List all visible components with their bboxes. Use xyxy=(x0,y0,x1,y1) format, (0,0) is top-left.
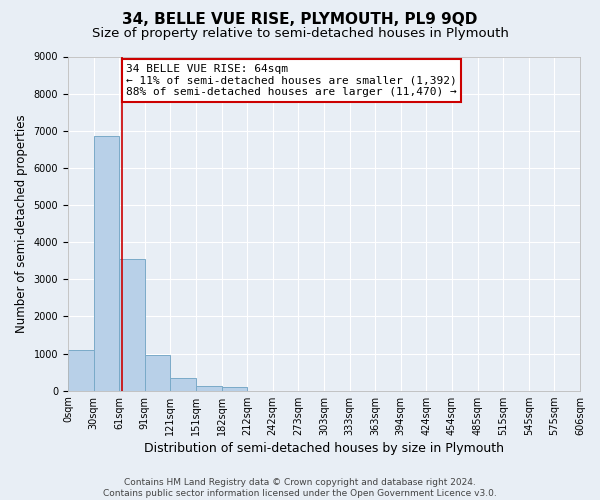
Y-axis label: Number of semi-detached properties: Number of semi-detached properties xyxy=(15,114,28,333)
Bar xyxy=(221,387,247,390)
Bar xyxy=(68,350,94,391)
Text: Size of property relative to semi-detached houses in Plymouth: Size of property relative to semi-detach… xyxy=(92,28,508,40)
Bar xyxy=(94,136,119,390)
Bar xyxy=(196,386,221,390)
Bar xyxy=(145,354,170,390)
X-axis label: Distribution of semi-detached houses by size in Plymouth: Distribution of semi-detached houses by … xyxy=(144,442,504,455)
Bar xyxy=(170,378,196,390)
Text: 34 BELLE VUE RISE: 64sqm
← 11% of semi-detached houses are smaller (1,392)
88% o: 34 BELLE VUE RISE: 64sqm ← 11% of semi-d… xyxy=(126,64,457,97)
Text: 34, BELLE VUE RISE, PLYMOUTH, PL9 9QD: 34, BELLE VUE RISE, PLYMOUTH, PL9 9QD xyxy=(122,12,478,28)
Text: Contains HM Land Registry data © Crown copyright and database right 2024.
Contai: Contains HM Land Registry data © Crown c… xyxy=(103,478,497,498)
Bar xyxy=(119,259,145,390)
